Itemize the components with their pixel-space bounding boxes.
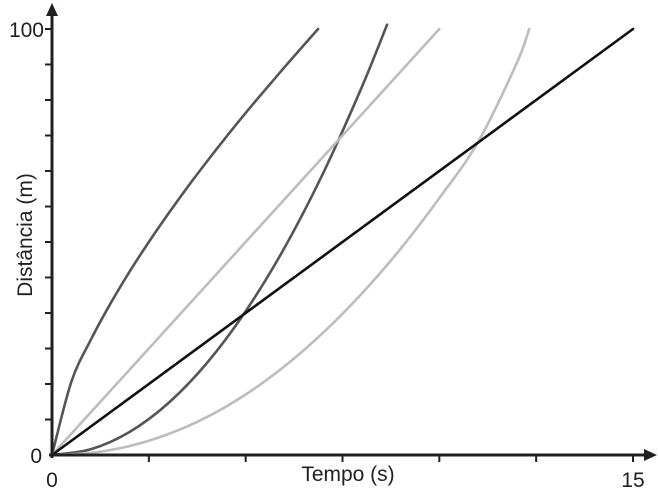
- y-tick-label-100: 100: [9, 19, 44, 42]
- series-light-gray-convex: [50, 27, 531, 457]
- y-tick-label-0: 0: [30, 445, 42, 468]
- series-black-linear: [50, 27, 635, 457]
- x-axis-title: Tempo (s): [301, 463, 394, 486]
- axes: [45, 3, 657, 462]
- y-axis-title: Distância (m): [14, 173, 37, 297]
- x-ticks: [147, 455, 634, 462]
- labels: 100 0 0 15 Tempo (s) Distância (m): [9, 19, 645, 492]
- y-axis-arrow-icon: [46, 3, 58, 16]
- y-ticks: [45, 28, 52, 421]
- series-dark-gray-concave: [50, 27, 320, 457]
- x-axis-arrow-icon: [644, 449, 657, 461]
- series-light-gray-linear: [50, 27, 441, 457]
- series-dark-gray-convex: [50, 23, 389, 457]
- series-layer: [50, 23, 635, 457]
- x-tick-label-15: 15: [621, 469, 644, 492]
- x-tick-label-0: 0: [46, 469, 58, 492]
